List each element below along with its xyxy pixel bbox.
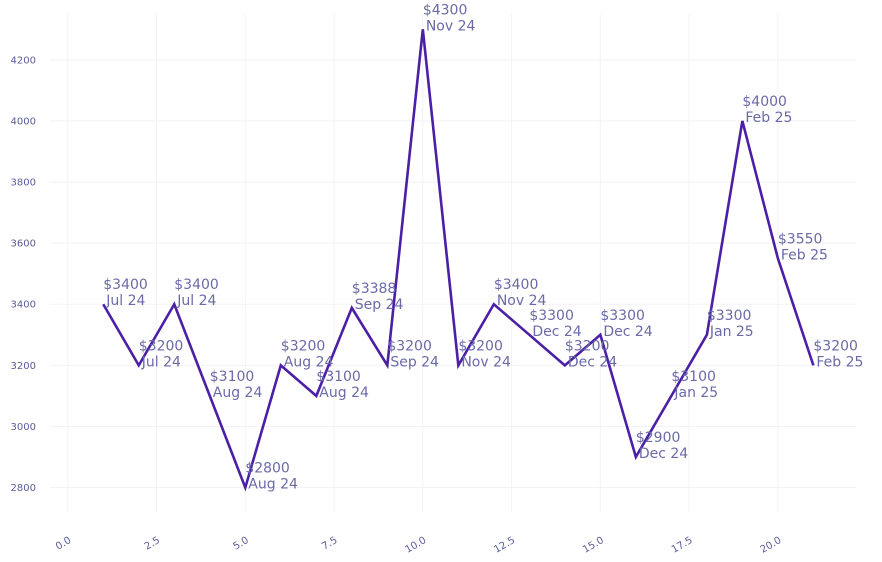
- date-label: Jul 24: [105, 293, 145, 309]
- date-label: Dec 24: [603, 324, 652, 340]
- grid-layer: [50, 14, 856, 512]
- price-label: $3200: [813, 338, 858, 354]
- price-label: $3200: [281, 338, 326, 354]
- price-label: $3550: [778, 231, 823, 247]
- price-label: $3400: [174, 277, 219, 293]
- y-tick-label: 2800: [11, 483, 36, 494]
- date-label: Jul 24: [141, 354, 181, 370]
- x-tick-label: 5.0: [232, 535, 251, 552]
- price-label: $3100: [210, 369, 255, 385]
- price-label: $4300: [423, 2, 468, 18]
- date-label: Dec 24: [639, 446, 688, 462]
- y-tick-label: 3600: [11, 239, 36, 250]
- x-tick-label: 15.0: [581, 535, 606, 556]
- date-label: Aug 24: [319, 385, 369, 401]
- x-tick-label: 20.0: [759, 535, 784, 556]
- date-label: Jan 25: [673, 385, 718, 401]
- price-label: $3300: [529, 308, 574, 324]
- date-label: Feb 25: [781, 247, 828, 263]
- y-tick-label: 3400: [11, 300, 36, 311]
- price-label: $2800: [245, 461, 290, 477]
- date-label: Aug 24: [213, 385, 263, 401]
- x-tick-label: 12.5: [492, 535, 517, 556]
- date-label: Sep 24: [355, 297, 404, 313]
- date-label: Jan 25: [709, 324, 754, 340]
- y-tick-label: 3800: [11, 178, 36, 189]
- price-label: $3100: [671, 369, 716, 385]
- date-label: Sep 24: [390, 354, 439, 370]
- price-label: $3300: [707, 308, 752, 324]
- y-tick-label: 3000: [11, 422, 36, 433]
- date-label: Nov 24: [461, 354, 511, 370]
- date-label: Dec 24: [568, 354, 617, 370]
- date-label: Jul 24: [176, 293, 216, 309]
- y-tick-label: 4200: [11, 55, 36, 66]
- date-label: Aug 24: [248, 477, 298, 493]
- x-tick-label: 2.5: [143, 535, 162, 552]
- date-label: Aug 24: [284, 354, 334, 370]
- date-label: Nov 24: [426, 18, 476, 34]
- x-tick-label: 10.0: [404, 535, 429, 556]
- price-label: $3200: [458, 338, 503, 354]
- x-tick-label: 0.0: [54, 535, 73, 552]
- price-label: $3388: [352, 281, 397, 297]
- price-label: $3100: [316, 369, 361, 385]
- y-tick-label: 3200: [11, 361, 36, 372]
- price-label: $3400: [494, 277, 539, 293]
- price-label: $3200: [387, 338, 432, 354]
- series-line: [102, 29, 815, 492]
- date-label: Nov 24: [497, 293, 547, 309]
- line-layer: [102, 29, 815, 492]
- price-label: $3300: [600, 308, 645, 324]
- date-label: Feb 25: [816, 354, 863, 370]
- price-label: $3200: [139, 338, 184, 354]
- price-label: $2900: [636, 430, 681, 446]
- price-label: $4000: [742, 94, 787, 110]
- y-tick-label: 4000: [11, 116, 36, 127]
- price-label: $3400: [103, 277, 148, 293]
- date-label: Feb 25: [745, 110, 792, 126]
- price-label: $3200: [565, 338, 610, 354]
- x-tick-label: 17.5: [670, 535, 695, 556]
- x-tick-label: 7.5: [320, 535, 339, 552]
- date-label: Dec 24: [532, 324, 581, 340]
